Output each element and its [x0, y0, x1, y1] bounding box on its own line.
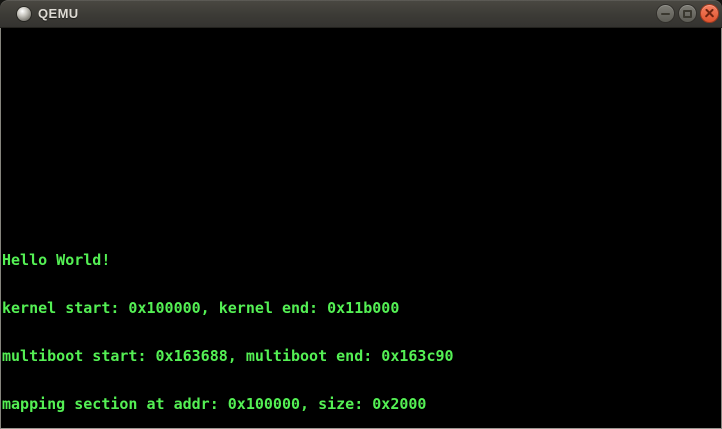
titlebar[interactable]: QEMU: [0, 0, 722, 28]
maximize-icon: [683, 10, 692, 18]
minimize-icon: [661, 13, 670, 15]
terminal-line: kernel start: 0x100000, kernel end: 0x11…: [2, 299, 400, 317]
minimize-button[interactable]: [656, 4, 675, 23]
maximize-button[interactable]: [678, 4, 697, 23]
terminal-line: mapping section at addr: 0x100000, size:…: [2, 395, 427, 413]
qemu-app-icon: [17, 7, 31, 21]
terminal-output: Hello World! kernel start: 0x100000, ker…: [1, 220, 454, 429]
terminal-screen[interactable]: Hello World! kernel start: 0x100000, ker…: [0, 28, 722, 429]
window-title: QEMU: [38, 6, 79, 21]
window-controls: [656, 4, 719, 23]
terminal-line: Hello World!: [2, 251, 111, 269]
close-button[interactable]: [700, 4, 719, 23]
terminal-line: multiboot start: 0x163688, multiboot end…: [2, 347, 454, 365]
